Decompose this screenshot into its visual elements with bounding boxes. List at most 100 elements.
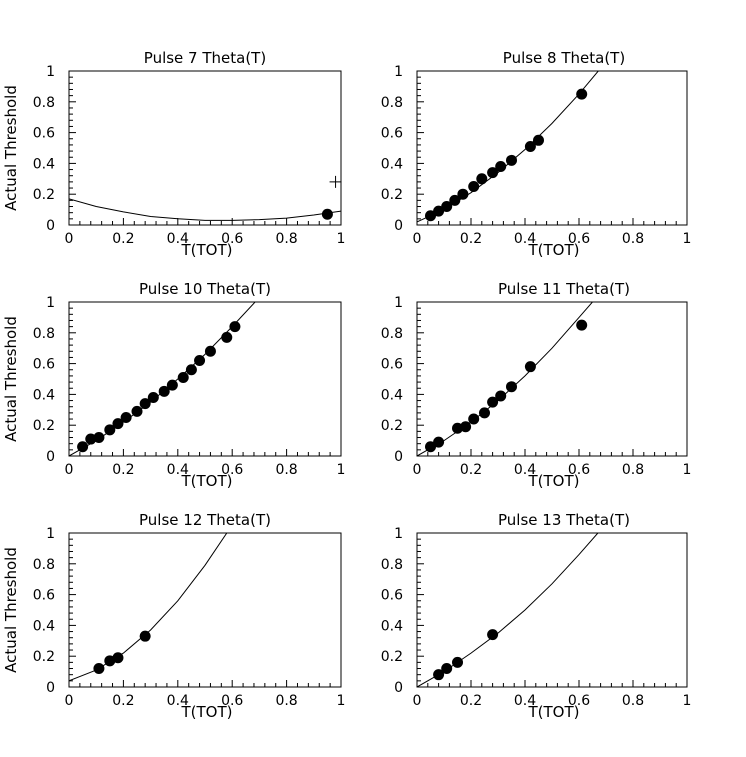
x-tick-label: 0.8 (622, 231, 644, 247)
x-axis-label: T(TOT) (528, 472, 580, 490)
y-tick-label: 0.6 (33, 357, 55, 373)
y-tick-label: 0.6 (381, 126, 403, 142)
x-axis-label: T(TOT) (528, 703, 580, 721)
y-tick-label: 0.2 (33, 187, 55, 203)
x-tick-label: 0.6 (568, 231, 590, 247)
chart-title: Pulse 13 Theta(T) (498, 511, 630, 529)
y-axis-label: Actual Threshold (2, 547, 20, 673)
y-axis-label: Actual Threshold (2, 316, 20, 442)
y-tick-label: 0 (394, 449, 403, 465)
data-point (506, 381, 517, 393)
x-tick-label: 0.2 (460, 693, 482, 709)
x-tick-label: 0.2 (460, 231, 482, 247)
data-point (158, 385, 170, 397)
data-point (468, 181, 480, 192)
plot-frame (68, 70, 342, 226)
x-tick-label: 0.2 (460, 462, 482, 478)
data-point (120, 412, 132, 423)
x-axis-label: T(TOT) (181, 472, 233, 490)
data-point (77, 441, 89, 453)
x-tick-label: 0.8 (622, 693, 644, 709)
chart-panel: 0 0.2 0.4 0.6 0.8 1 0 0.2 0.4 0.6 0.8 1 Pulse 13 The… (381, 511, 692, 721)
y-tick-label: 0.2 (33, 649, 55, 665)
data-point (576, 319, 588, 331)
chart-title: Pulse 10 Theta(T) (139, 280, 271, 298)
y-tick-label: 1 (394, 295, 403, 311)
y-tick-label: 1 (46, 295, 55, 311)
chart-panel: 0 0.2 0.4 0.6 0.8 1 0 0.2 0.4 0.6 0.8 1 Pulse 8 Thet… (381, 49, 692, 259)
x-tick-label: 0.4 (514, 693, 536, 709)
x-tick-label: 0.4 (167, 231, 189, 247)
chart-title: Pulse 8 Theta(T) (503, 49, 625, 67)
data-point (85, 433, 97, 445)
x-axis-label: T(TOT) (181, 241, 233, 259)
y-tick-label: 0.8 (381, 557, 403, 573)
x-tick-label: 0.6 (568, 462, 590, 478)
x-tick-label: 0.6 (221, 693, 243, 709)
data-point (487, 396, 499, 408)
data-point (147, 391, 159, 403)
data-point (229, 321, 241, 333)
x-tick-label: 0 (65, 231, 74, 247)
y-tick-label: 0.2 (33, 418, 55, 434)
data-point (425, 210, 436, 222)
data-point (131, 405, 143, 417)
data-point (185, 364, 197, 376)
data-point (433, 669, 445, 681)
y-tick-label: 0.2 (381, 418, 403, 434)
data-point (93, 663, 105, 675)
y-tick-label: 0.4 (381, 156, 403, 172)
y-tick-label: 0.8 (381, 95, 403, 111)
data-point (460, 421, 472, 433)
x-tick-label: 0 (413, 231, 422, 247)
x-tick-label: 1 (683, 231, 692, 247)
plot-frame (68, 301, 342, 457)
data-point (468, 413, 480, 425)
data-point (425, 441, 436, 453)
x-tick-label: 0 (413, 462, 422, 478)
x-tick-label: 0.8 (275, 693, 297, 709)
x-tick-label: 0.6 (221, 462, 243, 478)
y-tick-label: 0.4 (33, 618, 55, 634)
x-tick-label: 0 (65, 693, 74, 709)
x-axis-label: T(TOT) (181, 703, 233, 721)
x-tick-label: 0.8 (622, 462, 644, 478)
data-point (221, 331, 233, 343)
data-point (476, 173, 488, 185)
x-tick-label: 0.8 (275, 462, 297, 478)
x-tick-label: 1 (337, 693, 346, 709)
data-point (524, 140, 536, 152)
y-tick-label: 0.8 (381, 326, 403, 342)
y-axis-label: Actual Threshold (2, 85, 20, 211)
y-tick-label: 0.6 (381, 588, 403, 604)
chart-title: Pulse 11 Theta(T) (498, 280, 630, 298)
data-point (112, 418, 124, 430)
chart-panel: 0 0.2 0.4 0.6 0.8 1 0 0.2 0.4 0.6 0.8 1 Pulse 10 The… (2, 280, 345, 490)
y-tick-label: 0.4 (33, 156, 55, 172)
y-tick-label: 0 (394, 218, 403, 234)
x-tick-label: 0.2 (112, 231, 134, 247)
data-point (495, 390, 507, 402)
data-point (576, 88, 588, 100)
data-point (533, 134, 544, 146)
data-point (104, 424, 116, 436)
x-tick-label: 0.4 (167, 462, 189, 478)
y-tick-label: 0.2 (381, 649, 403, 665)
y-tick-label: 0.8 (33, 557, 55, 573)
x-axis-label: T(TOT) (528, 241, 580, 259)
y-tick-label: 0.2 (381, 187, 403, 203)
data-point (449, 194, 461, 206)
x-tick-label: 0.4 (514, 231, 536, 247)
data-point (204, 345, 216, 357)
y-tick-label: 0.8 (33, 95, 55, 111)
data-point (166, 379, 178, 391)
fit-curve (417, 302, 594, 456)
data-point (433, 436, 445, 448)
data-point (93, 432, 105, 444)
y-tick-label: 0.6 (33, 588, 55, 604)
chart-panel: 0 0.2 0.4 0.6 0.8 1 0 0.2 0.4 0.6 0.8 1 Pulse 11 The… (381, 280, 692, 490)
chart-panel: 0 0.2 0.4 0.6 0.8 1 0 0.2 0.4 0.6 0.8 1 Pulse 7 Thet… (2, 49, 345, 259)
y-tick-label: 1 (46, 526, 55, 542)
x-tick-label: 1 (337, 231, 346, 247)
